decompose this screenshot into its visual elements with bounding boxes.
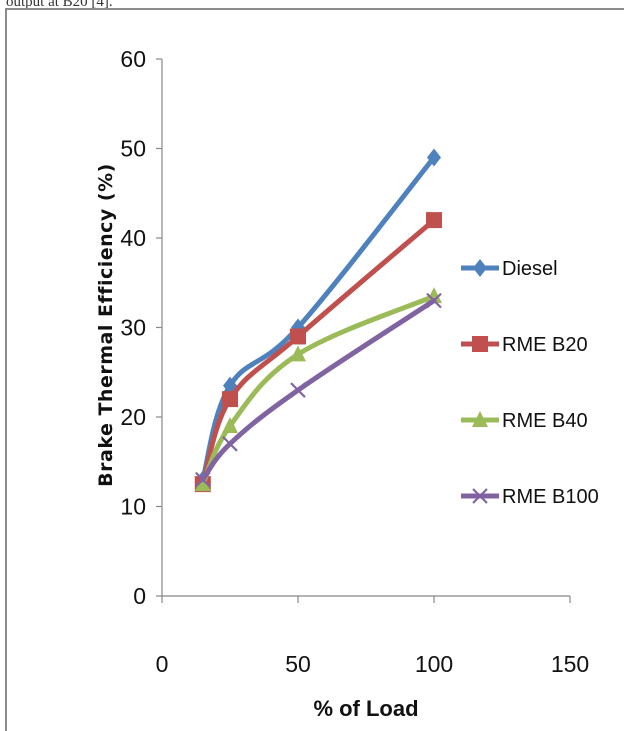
x-tick-label: 150 bbox=[551, 651, 589, 677]
data-point-rme-b100 bbox=[426, 292, 442, 309]
legend-label-diesel: Diesel bbox=[502, 258, 558, 280]
legend-label-rme-b40: RME B40 bbox=[502, 410, 588, 432]
legend-marker-rme-b40 bbox=[472, 411, 488, 427]
chart-frame bbox=[5, 8, 624, 731]
y-tick-label: 20 bbox=[120, 404, 146, 430]
y-tick-label: 10 bbox=[120, 494, 146, 520]
legend-marker-rme-b100 bbox=[472, 488, 488, 504]
data-point-rme-b100 bbox=[195, 471, 211, 488]
series-line-rme-b40 bbox=[200, 293, 437, 487]
legend-item-rme-b20: RME B20 bbox=[461, 334, 588, 356]
data-point-diesel bbox=[427, 148, 441, 167]
y-tick-label: 60 bbox=[120, 46, 146, 72]
data-point-rme-b100 bbox=[222, 436, 238, 452]
legend-item-diesel: Diesel bbox=[461, 258, 558, 280]
x-tick-label: 100 bbox=[415, 651, 453, 677]
legend: Diesel RME B20 RME B40 RME B100 bbox=[461, 258, 599, 508]
legend-marker-diesel bbox=[473, 259, 487, 277]
data-point-rme-b20 bbox=[290, 328, 306, 345]
data-point-rme-b40 bbox=[194, 475, 211, 492]
series-rme-b40 bbox=[194, 287, 442, 492]
x-axis-label: % of Load bbox=[313, 696, 418, 721]
legend-label-rme-b100: RME B100 bbox=[502, 486, 599, 508]
y-tick-label: 0 bbox=[133, 583, 146, 609]
series-rme-b20 bbox=[194, 212, 442, 493]
top-caption: output at B20 [4]. bbox=[6, 0, 113, 10]
data-point-rme-b40 bbox=[290, 345, 306, 362]
legend-item-rme-b40: RME B40 bbox=[461, 410, 588, 432]
axes: 0 10 20 30 40 50 60 0 50 100 150 bbox=[120, 46, 589, 677]
data-point-rme-b20 bbox=[222, 391, 238, 408]
data-point-rme-b40 bbox=[426, 287, 442, 304]
series-group bbox=[194, 148, 442, 493]
series-line-rme-b20 bbox=[200, 217, 437, 487]
legend-item-rme-b100: RME B100 bbox=[461, 486, 599, 508]
y-tick-label: 40 bbox=[120, 225, 146, 251]
series-rme-b100 bbox=[195, 292, 442, 488]
series-line-rme-b100 bbox=[200, 298, 437, 483]
x-tick-label: 0 bbox=[156, 651, 169, 677]
legend-marker-rme-b20 bbox=[472, 336, 488, 352]
data-point-rme-b100 bbox=[290, 382, 306, 398]
data-point-rme-b20 bbox=[426, 212, 442, 229]
y-tick-label: 50 bbox=[120, 136, 146, 162]
legend-label-rme-b20: RME B20 bbox=[502, 334, 588, 356]
y-tick-label: 30 bbox=[120, 315, 146, 341]
y-axis-label: Brake Thermal Efficiency (%) bbox=[95, 163, 117, 487]
x-tick-label: 50 bbox=[285, 651, 311, 677]
series-line-diesel bbox=[200, 154, 437, 483]
data-point-rme-b40 bbox=[222, 416, 238, 433]
